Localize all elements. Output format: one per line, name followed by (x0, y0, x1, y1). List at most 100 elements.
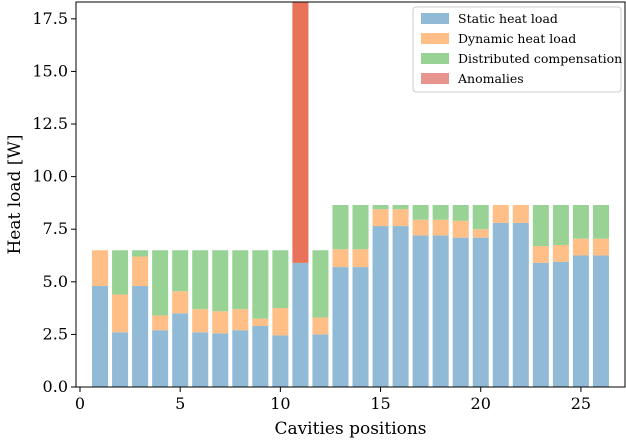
bar-static-heat-load-17 (412, 235, 429, 387)
bar-dynamic-heat-load-19 (452, 220, 469, 238)
bar-dynamic-heat-load-21 (492, 205, 509, 223)
bar-dynamic-heat-load-7 (212, 311, 229, 334)
bar-dynamic-heat-load-16 (392, 209, 409, 227)
bar-dynamic-heat-load-2 (112, 294, 129, 333)
axes-group: 0 5 10 15 20 25 0.0 2.5 5.0 7.5 10.0 12.5 15.0 17.5 (32, 9, 591, 413)
bar-distributed-compensation-5 (172, 250, 189, 292)
legend-swatch (421, 33, 449, 44)
y-tick-label: 7.5 (43, 219, 68, 238)
bar-distributed-compensation-14 (352, 205, 369, 250)
bar-dynamic-heat-load-5 (172, 291, 189, 314)
y-tick-label: 5.0 (43, 272, 68, 291)
bar-static-heat-load-3 (132, 286, 149, 387)
y-tick-label: 2.5 (43, 324, 68, 343)
bar-distributed-compensation-12 (312, 250, 329, 318)
bar-static-heat-load-16 (392, 226, 409, 387)
bar-distributed-compensation-23 (532, 205, 549, 247)
bar-static-heat-load-5 (172, 313, 189, 387)
bar-dynamic-heat-load-18 (432, 219, 449, 236)
x-tick-label: 25 (571, 394, 591, 413)
bar-dynamic-heat-load-6 (192, 309, 209, 333)
bar-static-heat-load-1 (92, 286, 109, 387)
bar-static-heat-load-21 (492, 222, 509, 387)
bar-distributed-compensation-13 (332, 205, 349, 250)
bar-static-heat-load-15 (372, 226, 389, 387)
bar-distributed-compensation-24 (552, 205, 569, 245)
bar-dynamic-heat-load-17 (412, 219, 429, 236)
bar-static-heat-load-12 (312, 334, 329, 387)
bar-distributed-compensation-19 (452, 205, 469, 221)
bar-distributed-compensation-2 (112, 250, 129, 295)
bar-dynamic-heat-load-22 (512, 205, 529, 223)
legend-label: Anomalies (457, 71, 524, 86)
bar-dynamic-heat-load-4 (152, 315, 169, 331)
bar-static-heat-load-6 (192, 332, 209, 387)
legend-swatch (421, 13, 449, 24)
bar-dynamic-heat-load-23 (532, 246, 549, 263)
bar-distributed-compensation-25 (572, 205, 589, 239)
bar-distributed-compensation-8 (232, 250, 249, 310)
legend-swatch (421, 53, 449, 64)
bar-distributed-compensation-20 (472, 205, 489, 230)
bar-distributed-compensation-7 (212, 250, 229, 312)
bar-static-heat-load-20 (472, 237, 489, 387)
bar-distributed-compensation-17 (412, 205, 429, 220)
bar-dynamic-heat-load-15 (372, 209, 389, 227)
bar-static-heat-load-8 (232, 330, 249, 387)
legend-label: Distributed compensation (458, 51, 622, 66)
bar-dynamic-heat-load-12 (312, 317, 329, 335)
bar-dynamic-heat-load-26 (592, 238, 609, 256)
bar-distributed-compensation-4 (152, 250, 169, 316)
bar-static-heat-load-18 (432, 235, 449, 387)
bar-static-heat-load-4 (152, 330, 169, 387)
x-tick-label: 10 (270, 394, 290, 413)
legend-label: Dynamic heat load (458, 31, 576, 46)
bar-distributed-compensation-18 (432, 205, 449, 220)
y-tick-label: 17.5 (32, 9, 68, 28)
legend: Static heat load Dynamic heat load Distrib… (412, 6, 622, 93)
bar-static-heat-load-9 (252, 325, 269, 387)
bar-dynamic-heat-load-1 (92, 250, 109, 287)
bar-dynamic-heat-load-24 (552, 244, 569, 262)
bar-dynamic-heat-load-20 (472, 229, 489, 238)
y-tick-label: 10.0 (32, 167, 68, 186)
legend-swatch (421, 73, 449, 84)
x-tick-label: 5 (175, 394, 185, 413)
bar-dynamic-heat-load-3 (132, 256, 149, 287)
bar-distributed-compensation-6 (192, 250, 209, 310)
bar-static-heat-load-13 (332, 267, 349, 387)
y-tick-label: 0.0 (43, 377, 68, 396)
bar-static-heat-load-19 (452, 237, 469, 387)
bar-dynamic-heat-load-8 (232, 309, 249, 331)
bar-static-heat-load-7 (212, 333, 229, 387)
x-tick-label: 0 (75, 394, 85, 413)
bar-dynamic-heat-load-13 (332, 249, 349, 268)
x-axis-label: Cavities positions (274, 419, 426, 439)
plot-frame (75, 1, 626, 388)
bar-distributed-compensation-9 (252, 250, 269, 319)
bars-group (92, 2, 609, 387)
bar-static-heat-load-10 (272, 335, 289, 387)
y-axis-label: Heat load [W] (5, 134, 25, 254)
bar-distributed-compensation-16 (392, 205, 409, 210)
bar-dynamic-heat-load-9 (252, 318, 269, 326)
bar-dynamic-heat-load-14 (352, 249, 369, 268)
legend-box (412, 6, 622, 93)
y-tick-label: 15.0 (32, 61, 68, 80)
bar-dynamic-heat-load-10 (272, 308, 289, 336)
bar-distributed-compensation-3 (132, 250, 149, 257)
bar-static-heat-load-25 (572, 255, 589, 387)
bar-static-heat-load-14 (352, 267, 369, 387)
bar-distributed-compensation-26 (592, 205, 609, 239)
bar-static-heat-load-24 (552, 261, 569, 387)
bar-static-heat-load-11 (292, 262, 309, 387)
y-tick-label: 12.5 (32, 114, 68, 133)
bar-dynamic-heat-load-25 (572, 238, 589, 256)
bar-static-heat-load-23 (532, 262, 549, 387)
bar-static-heat-load-22 (512, 222, 529, 387)
bar-anomalies-11 (292, 2, 309, 263)
bar-distributed-compensation-15 (372, 205, 389, 210)
legend-label: Static heat load (458, 11, 558, 26)
bar-static-heat-load-2 (112, 332, 129, 387)
